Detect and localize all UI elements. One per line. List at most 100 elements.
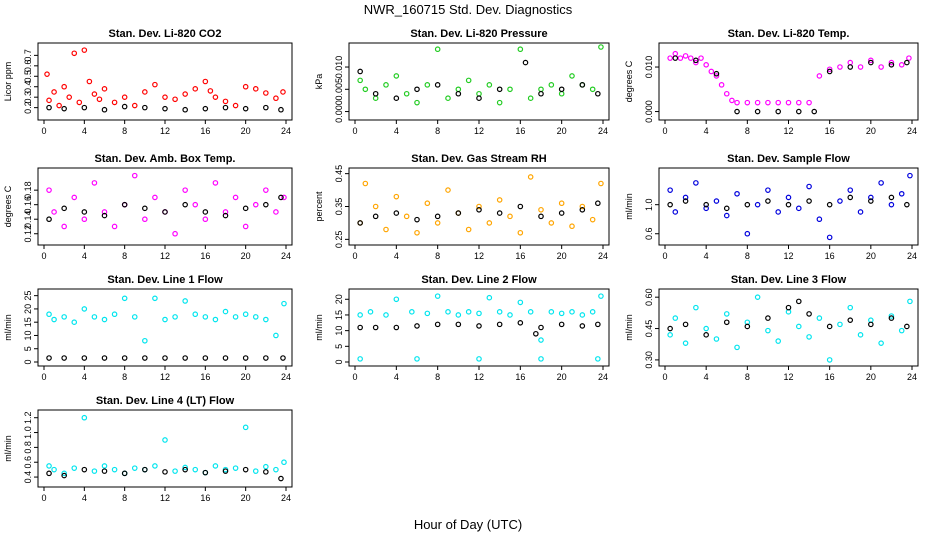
data-point xyxy=(765,99,771,106)
data-point xyxy=(414,229,420,236)
data-point-black xyxy=(476,206,482,213)
data-point xyxy=(558,200,565,207)
data-point-black xyxy=(826,323,833,330)
data-point xyxy=(496,197,503,203)
data-point xyxy=(46,311,52,318)
x-tick-label: 16 xyxy=(825,372,835,382)
data-point xyxy=(888,201,895,208)
x-tick-label: 12 xyxy=(783,126,793,136)
y-axis-label: ml/min xyxy=(3,314,13,341)
plot-frame xyxy=(658,288,919,367)
y-axis-label: kPa xyxy=(314,74,324,90)
data-point-black xyxy=(46,470,52,477)
data-point xyxy=(91,91,98,97)
data-point xyxy=(847,304,854,311)
data-point-black xyxy=(847,317,854,323)
data-point-black xyxy=(904,59,910,66)
data-point xyxy=(465,309,472,315)
data-point xyxy=(434,293,441,299)
data-point-black xyxy=(847,194,854,201)
data-point-black xyxy=(455,210,462,216)
x-tick-label: 4 xyxy=(704,126,709,136)
data-point xyxy=(687,55,694,61)
data-point-black xyxy=(61,355,67,361)
data-point xyxy=(273,209,279,215)
x-tick-label: 12 xyxy=(160,126,170,136)
data-point xyxy=(734,99,740,106)
data-point xyxy=(486,82,493,88)
data-point xyxy=(393,193,400,200)
data-point xyxy=(888,313,895,319)
data-point-black xyxy=(868,198,874,204)
data-point xyxy=(263,316,269,323)
x-tick-label: 24 xyxy=(598,251,608,261)
y-tick-label: 1.0 xyxy=(23,426,33,439)
data-point xyxy=(142,337,148,344)
data-point xyxy=(672,315,679,321)
data-point xyxy=(192,201,199,208)
data-point xyxy=(744,99,751,106)
data-point-black xyxy=(538,324,544,331)
data-point xyxy=(868,194,874,201)
panel-title: Stan. Dev. Li-820 Temp. xyxy=(728,28,850,40)
data-point xyxy=(383,226,389,233)
data-point xyxy=(496,99,503,106)
data-point xyxy=(91,314,98,320)
data-point xyxy=(476,90,482,97)
data-point xyxy=(281,194,287,201)
y-tick-label: 0.45 xyxy=(334,165,344,183)
data-point xyxy=(898,62,905,68)
data-point xyxy=(589,86,596,93)
x-tick-label: 24 xyxy=(907,251,917,261)
data-point xyxy=(708,68,715,75)
y-tick-label: 0.005 xyxy=(334,78,344,101)
x-tick-label: 0 xyxy=(662,126,667,136)
data-point xyxy=(826,234,833,241)
data-point xyxy=(775,209,782,215)
y-tick-label: 25 xyxy=(23,291,33,301)
panel-title: Stan. Dev. Li-820 Pressure xyxy=(410,28,547,40)
data-point xyxy=(754,99,761,106)
data-point xyxy=(51,209,57,215)
data-point xyxy=(703,325,709,332)
data-point-black xyxy=(579,206,586,213)
data-point xyxy=(496,309,503,315)
data-point xyxy=(273,95,279,102)
data-point xyxy=(486,220,493,226)
data-point-black xyxy=(61,205,67,212)
data-point xyxy=(111,99,118,106)
y-tick-label: 20 xyxy=(23,304,33,314)
data-point xyxy=(81,216,88,223)
data-point xyxy=(517,229,524,236)
data-point xyxy=(826,357,833,363)
x-tick-label: 20 xyxy=(866,251,876,261)
y-tick-label: 20 xyxy=(334,294,344,304)
data-point xyxy=(878,340,884,346)
data-point xyxy=(121,94,128,100)
data-point xyxy=(111,311,118,318)
data-point-black xyxy=(121,470,128,477)
data-point xyxy=(857,64,864,70)
x-tick-label: 8 xyxy=(122,493,127,503)
y-tick-label: 0.25 xyxy=(334,231,344,249)
data-point-black xyxy=(703,332,709,338)
x-tick-label: 0 xyxy=(662,372,667,382)
y-tick-label: 0 xyxy=(23,359,33,364)
data-point xyxy=(765,187,771,193)
y-tick-label: 0.4 xyxy=(23,80,33,93)
data-point xyxy=(202,314,209,320)
data-point xyxy=(81,47,88,53)
x-tick-label: 16 xyxy=(200,372,210,382)
data-point-black xyxy=(785,304,792,311)
y-tick-label: 0.16 xyxy=(23,196,33,214)
data-point-black xyxy=(723,205,730,212)
x-tick-label: 4 xyxy=(82,251,87,261)
y-tick-label: 0.14 xyxy=(23,210,33,228)
data-point xyxy=(517,299,524,306)
plot-frame xyxy=(37,409,293,488)
y-tick-label: 15 xyxy=(334,310,344,320)
panel-9: Stan. Dev. Line 3 Flow 0 4 8 12 16 20 24 0.30 0.4… xyxy=(624,274,919,382)
data-point-black xyxy=(476,323,482,329)
data-point-black xyxy=(414,86,420,93)
data-point xyxy=(598,293,604,299)
